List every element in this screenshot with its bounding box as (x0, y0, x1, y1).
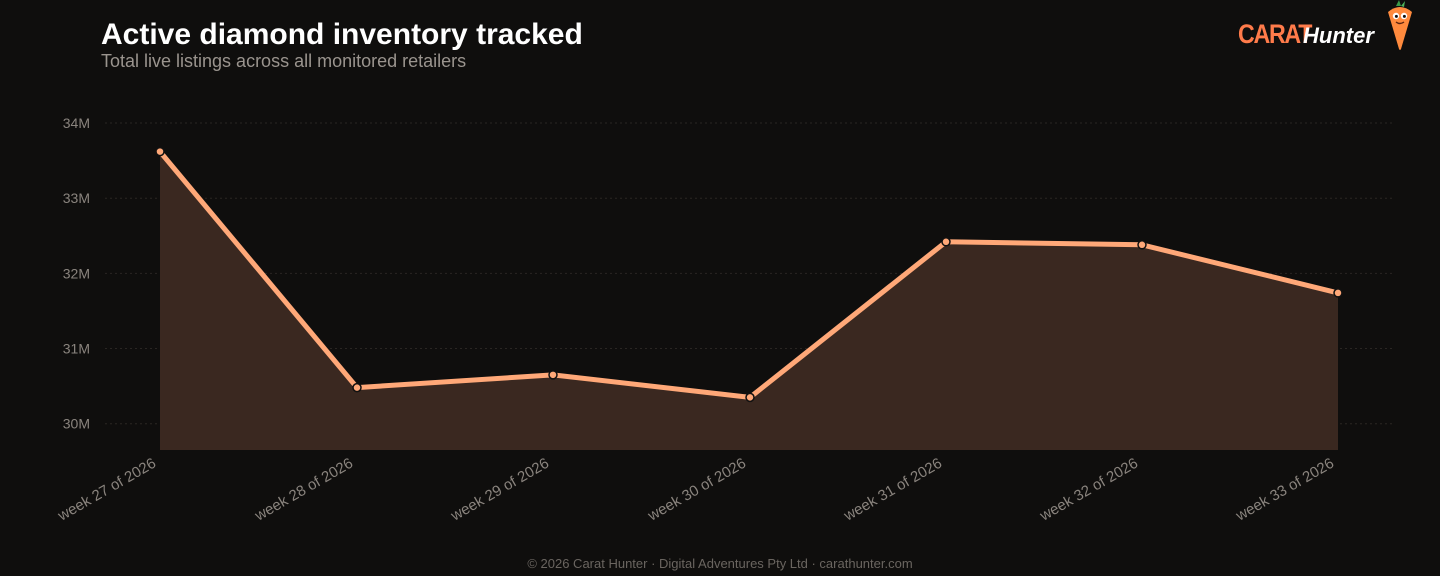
x-tick-label: week 27 of 2026 (54, 455, 159, 525)
chart-subtitle: Total live listings across all monitored… (101, 51, 467, 71)
data-point[interactable] (155, 146, 165, 157)
x-tick-label: week 31 of 2026 (840, 455, 945, 525)
data-point[interactable] (352, 382, 362, 393)
chart-title: Active diamond inventory tracked (101, 18, 583, 51)
y-tick-label: 30M (63, 416, 90, 432)
y-tick-label: 33M (63, 190, 90, 206)
footer-copyright: © 2026 Carat Hunter · Digital Adventures… (527, 556, 913, 571)
data-point[interactable] (1137, 240, 1147, 250)
y-tick-label: 31M (63, 341, 90, 357)
series-area-fill (160, 151, 1338, 450)
logo-word-hunter: Hunter (1303, 23, 1374, 48)
y-tick-label: 32M (63, 265, 90, 281)
x-tick-label: week 29 of 2026 (447, 455, 552, 525)
logo-word-carat: CARAT (1238, 19, 1312, 49)
data-point[interactable] (548, 370, 558, 380)
x-tick-label: week 33 of 2026 (1232, 455, 1337, 525)
x-tick-label: week 30 of 2026 (644, 455, 749, 525)
y-tick-label: 34M (63, 115, 90, 131)
x-axis-ticks: week 27 of 2026 week 28 of 2026 week 29 of… (54, 455, 1337, 525)
x-tick-label: week 28 of 2026 (251, 455, 356, 525)
data-point[interactable] (941, 237, 951, 247)
data-point[interactable] (1333, 288, 1343, 298)
brand-logo[interactable]: CARAT Hunter (1238, 0, 1428, 60)
y-axis-ticks: 30M 31M 32M 33M 34M (63, 115, 90, 432)
data-points (155, 146, 1343, 403)
carrot-mascot-icon (1388, 0, 1412, 50)
data-point[interactable] (745, 392, 755, 403)
x-tick-label: week 32 of 2026 (1036, 455, 1141, 525)
